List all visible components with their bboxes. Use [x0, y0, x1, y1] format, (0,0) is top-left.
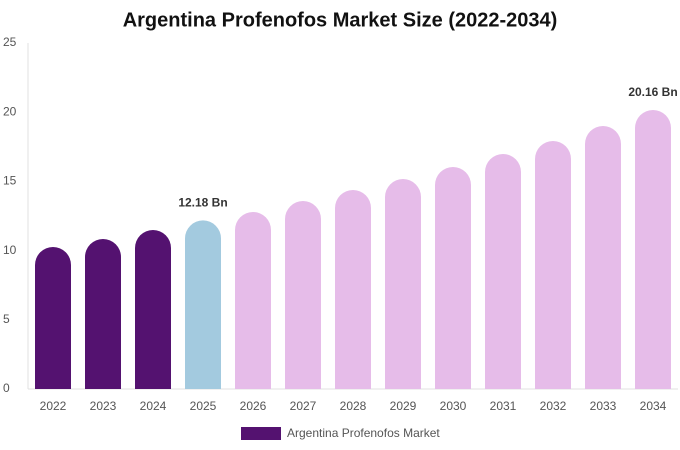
x-tick-label: 2032 — [540, 399, 567, 413]
y-tick-label: 15 — [3, 174, 17, 188]
x-tick-label: 2028 — [340, 399, 367, 413]
y-tick-label: 5 — [3, 312, 10, 326]
bar — [585, 126, 621, 390]
bar — [335, 189, 371, 389]
bar — [235, 211, 271, 389]
y-tick-label: 20 — [3, 104, 17, 118]
value-label: 12.18 Bn — [178, 196, 227, 210]
x-tick-label: 2025 — [190, 399, 217, 413]
chart-title: Argentina Profenofos Market Size (2022-2… — [123, 9, 558, 31]
y-tick-label: 25 — [3, 35, 17, 49]
legend-swatch — [241, 427, 281, 440]
x-tick-label: 2033 — [590, 399, 617, 413]
x-tick-label: 2029 — [390, 399, 417, 413]
bar — [285, 201, 321, 389]
x-tick-label: 2027 — [290, 399, 317, 413]
x-tick-label: 2031 — [490, 399, 517, 413]
bar — [535, 140, 571, 389]
value-label: 20.16 Bn — [628, 85, 677, 99]
y-tick-label: 10 — [3, 243, 17, 257]
x-tick-label: 2026 — [240, 399, 267, 413]
bar — [635, 109, 671, 390]
bar — [435, 167, 471, 389]
legend-label: Argentina Profenofos Market — [287, 426, 440, 440]
bar — [485, 153, 521, 389]
x-tick-label: 2030 — [440, 399, 467, 413]
x-tick-label: 2024 — [140, 399, 167, 413]
bar — [385, 179, 421, 389]
x-tick-label: 2034 — [640, 399, 667, 413]
bar — [35, 247, 71, 389]
bar — [185, 220, 221, 389]
x-tick-label: 2023 — [90, 399, 117, 413]
bar — [135, 229, 171, 389]
y-tick-label: 0 — [3, 381, 10, 395]
x-tick-label: 2022 — [40, 399, 67, 413]
bar — [85, 238, 121, 389]
